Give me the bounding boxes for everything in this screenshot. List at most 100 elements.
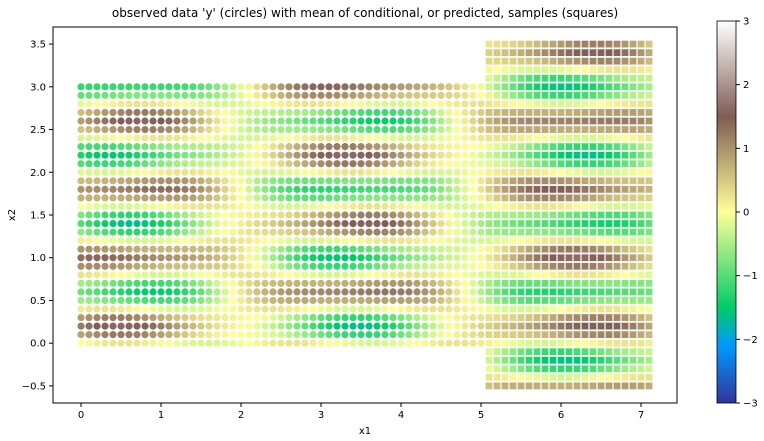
predicted-point bbox=[645, 49, 653, 57]
observed-point bbox=[325, 143, 333, 151]
predicted-point bbox=[613, 109, 621, 116]
observed-point bbox=[469, 202, 477, 211]
predicted-point bbox=[557, 322, 565, 330]
observed-point bbox=[397, 100, 405, 108]
observed-point bbox=[317, 83, 325, 91]
predicted-point bbox=[485, 339, 493, 347]
observed-point bbox=[125, 288, 133, 296]
observed-point bbox=[293, 100, 301, 108]
observed-point bbox=[197, 117, 205, 125]
observed-point bbox=[437, 100, 445, 108]
observed-point bbox=[429, 271, 437, 279]
observed-point bbox=[373, 168, 381, 176]
observed-point bbox=[157, 185, 165, 193]
observed-point bbox=[477, 83, 485, 91]
observed-point bbox=[341, 339, 349, 347]
observed-point bbox=[141, 305, 149, 313]
observed-point bbox=[349, 125, 357, 134]
predicted-point bbox=[541, 288, 549, 296]
predicted-point bbox=[573, 143, 581, 151]
observed-point bbox=[253, 117, 261, 125]
predicted-point bbox=[549, 356, 557, 364]
observed-point bbox=[133, 271, 141, 279]
observed-point bbox=[333, 100, 341, 108]
predicted-point bbox=[581, 160, 589, 168]
observed-point bbox=[141, 117, 149, 125]
observed-point bbox=[237, 288, 245, 296]
predicted-point bbox=[557, 100, 565, 108]
predicted-point bbox=[517, 339, 525, 347]
observed-point bbox=[309, 160, 317, 168]
predicted-point bbox=[605, 91, 613, 99]
observed-point bbox=[277, 279, 285, 287]
observed-point bbox=[405, 125, 413, 134]
observed-point bbox=[117, 194, 125, 202]
predicted-point bbox=[549, 74, 557, 82]
observed-point bbox=[277, 143, 285, 151]
observed-point bbox=[149, 108, 157, 117]
predicted-point bbox=[629, 305, 637, 313]
observed-point bbox=[245, 254, 253, 262]
colorbar-tick-label: 3 bbox=[743, 17, 749, 28]
observed-point bbox=[165, 168, 173, 176]
observed-point bbox=[285, 134, 293, 142]
observed-point bbox=[85, 228, 93, 236]
observed-point bbox=[341, 237, 349, 245]
observed-point bbox=[413, 296, 421, 305]
observed-point bbox=[325, 331, 333, 339]
observed-point bbox=[461, 194, 469, 202]
predicted-point bbox=[589, 262, 597, 270]
predicted-point bbox=[573, 237, 581, 245]
observed-point bbox=[325, 296, 333, 305]
observed-point bbox=[117, 202, 125, 211]
predicted-point bbox=[621, 134, 629, 142]
predicted-point bbox=[501, 254, 509, 262]
chart-title: observed data 'y' (circles) with mean of… bbox=[112, 6, 618, 20]
predicted-point bbox=[517, 177, 525, 185]
observed-point bbox=[429, 143, 437, 151]
observed-point bbox=[461, 305, 469, 313]
observed-point bbox=[301, 117, 309, 125]
predicted-point bbox=[581, 194, 589, 202]
predicted-point bbox=[565, 279, 573, 287]
predicted-point bbox=[645, 262, 653, 270]
predicted-point bbox=[485, 57, 493, 65]
predicted-point bbox=[557, 245, 565, 253]
observed-point bbox=[317, 262, 325, 270]
observed-point bbox=[413, 262, 421, 270]
observed-point bbox=[117, 313, 125, 322]
observed-point bbox=[333, 313, 341, 322]
x-tick-label: 3 bbox=[318, 410, 324, 421]
predicted-point bbox=[557, 262, 565, 270]
observed-point bbox=[173, 108, 181, 117]
observed-point bbox=[381, 254, 389, 262]
observed-point bbox=[205, 83, 213, 91]
observed-point bbox=[421, 305, 429, 313]
observed-point bbox=[189, 322, 197, 330]
predicted-point bbox=[509, 177, 517, 185]
predicted-point bbox=[493, 151, 501, 159]
observed-point bbox=[245, 245, 253, 253]
observed-point bbox=[245, 100, 253, 108]
observed-point bbox=[469, 108, 477, 117]
predicted-point bbox=[509, 49, 517, 57]
predicted-point bbox=[517, 168, 525, 176]
predicted-point bbox=[573, 100, 581, 108]
predicted-point bbox=[549, 168, 557, 176]
observed-point bbox=[381, 134, 389, 142]
observed-point bbox=[77, 339, 85, 347]
predicted-point bbox=[565, 348, 573, 356]
observed-point bbox=[325, 160, 333, 168]
observed-point bbox=[109, 245, 117, 253]
predicted-point bbox=[597, 194, 605, 202]
observed-point bbox=[405, 83, 413, 91]
observed-point bbox=[269, 117, 277, 125]
predicted-point bbox=[525, 134, 533, 142]
predicted-point bbox=[549, 117, 557, 125]
predicted-point bbox=[637, 117, 645, 125]
observed-point bbox=[309, 245, 317, 253]
observed-point bbox=[205, 296, 213, 305]
observed-point bbox=[261, 237, 269, 245]
observed-point bbox=[181, 185, 189, 193]
predicted-point bbox=[637, 356, 645, 364]
